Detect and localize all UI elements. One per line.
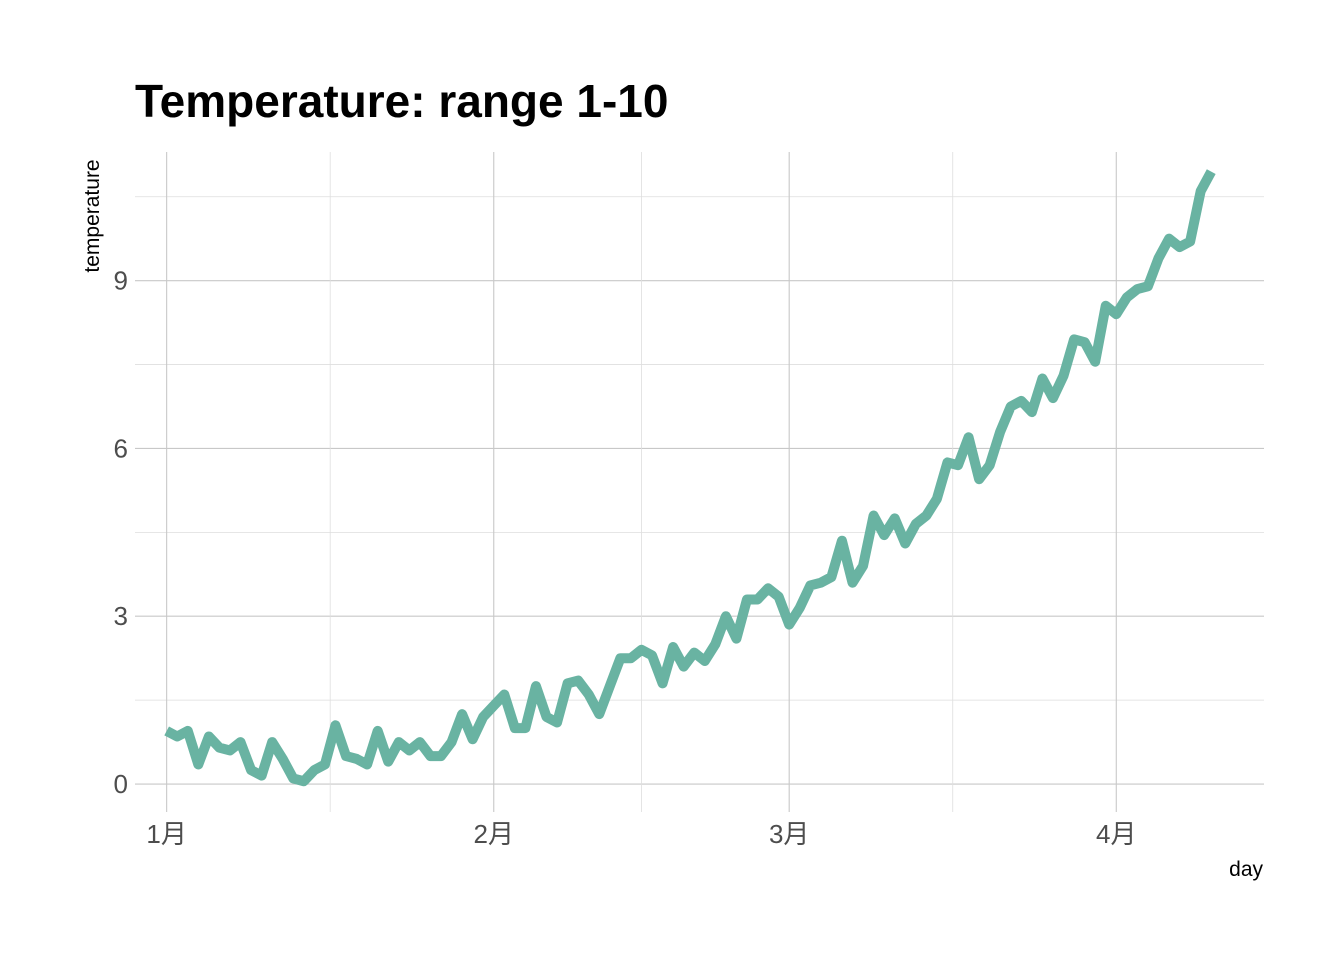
x-tick-label: 2月	[474, 819, 514, 849]
x-tick-label: 3月	[769, 819, 809, 849]
x-tick-labels: 1月 2月 3月 4月	[146, 819, 1136, 849]
x-tick-label: 4月	[1096, 819, 1136, 849]
series-line	[164, 169, 1216, 787]
x-axis-title: day	[1229, 858, 1263, 881]
y-tick-labels: 0 3 6 9	[114, 266, 128, 799]
data-layer	[164, 169, 1216, 787]
chart-title: Temperature: range 1-10	[135, 75, 668, 127]
y-tick-label: 9	[114, 266, 128, 296]
y-tick-label: 0	[114, 769, 128, 799]
grid	[135, 152, 1264, 812]
y-tick-label: 6	[114, 433, 128, 463]
y-tick-label: 3	[114, 601, 128, 631]
x-tick-label: 1月	[146, 819, 186, 849]
y-axis-title: temperature	[81, 159, 104, 272]
